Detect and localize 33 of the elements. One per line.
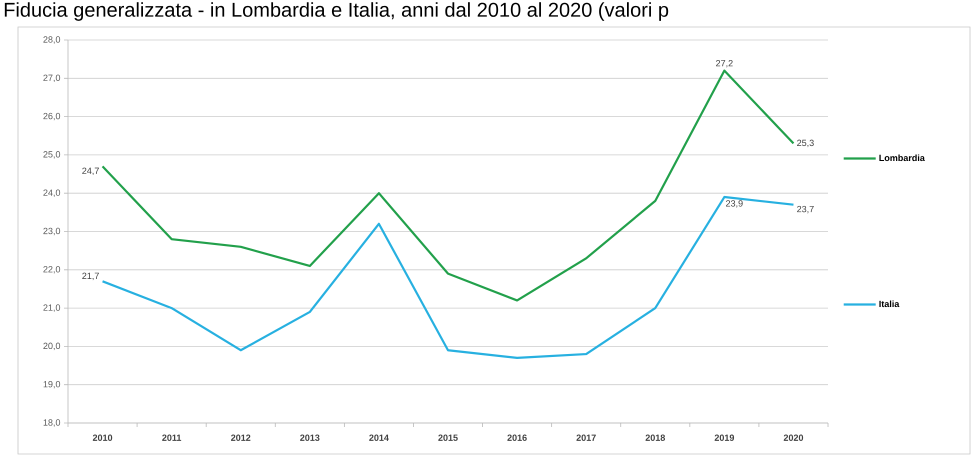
y-tick-label: 22,0 bbox=[43, 266, 60, 274]
x-tick-label: 2016 bbox=[507, 434, 527, 441]
x-tick-label: 2014 bbox=[369, 434, 389, 441]
data-label: 21,7 bbox=[82, 272, 99, 280]
y-tick-label: 19,0 bbox=[44, 380, 60, 388]
y-tick-label: 20,0 bbox=[43, 342, 60, 350]
data-label: 24,7 bbox=[82, 168, 99, 176]
legend-label: Lombardia bbox=[879, 154, 925, 162]
x-tick-label: 2017 bbox=[576, 434, 596, 441]
y-tick-label: 21,0 bbox=[43, 304, 60, 312]
x-tick-label: 2020 bbox=[784, 434, 804, 441]
y-tick-label: 23,0 bbox=[43, 228, 60, 236]
data-label: 25,3 bbox=[797, 140, 814, 148]
data-label: 23,9 bbox=[726, 200, 743, 208]
data-label: 27,2 bbox=[716, 60, 733, 68]
y-tick-label: 24,0 bbox=[43, 189, 60, 197]
x-tick-label: 2012 bbox=[231, 434, 250, 441]
line-series bbox=[101, 70, 795, 302]
y-tick-label: 28,0 bbox=[43, 36, 60, 44]
y-tick-label: 26,0 bbox=[43, 112, 60, 120]
legend-label: Italia bbox=[879, 300, 900, 308]
x-tick-label: 2015 bbox=[438, 434, 458, 441]
x-tick-label: 2013 bbox=[300, 434, 320, 441]
y-tick-label: 18,0 bbox=[44, 419, 60, 427]
x-tick-label: 2018 bbox=[646, 434, 666, 441]
x-tick-label: 2019 bbox=[714, 434, 734, 441]
data-label: 23,7 bbox=[797, 206, 814, 214]
line-series bbox=[101, 196, 795, 359]
y-tick-label: 27,0 bbox=[43, 74, 60, 82]
y-tick-label: 25,0 bbox=[43, 151, 60, 159]
chart-title: Fiducia generalizzata - in Lombardia e Italia, anni dal 2010 al 2020 (valori p bbox=[4, 2, 668, 21]
x-tick-label: 2011 bbox=[162, 434, 182, 441]
x-tick-label: 2010 bbox=[92, 434, 112, 441]
